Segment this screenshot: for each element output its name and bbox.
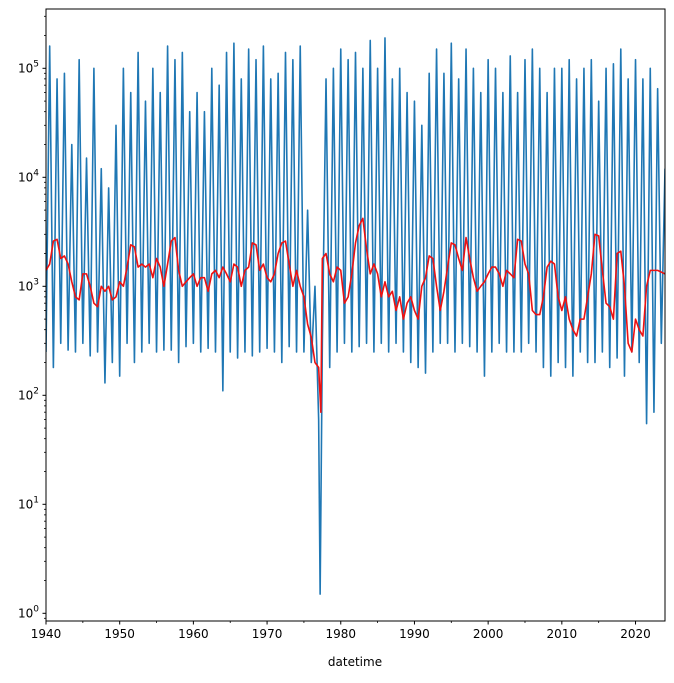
x-tick-label-1980: 1980 [325,627,356,641]
x-tick-label-2000: 2000 [473,627,504,641]
y-tick-label-2: 102 [18,386,39,402]
y-tick-label-1: 101 [18,495,39,511]
series-1-line [46,217,665,413]
x-tick-label-1960: 1960 [178,627,209,641]
y-tick-label-3: 103 [18,277,39,293]
x-tick-label-1940: 1940 [31,627,62,641]
x-tick-label-1990: 1990 [399,627,430,641]
x-axis: 1940 1950 1960 1970 1980 1990 2000 2010 2020 [31,621,651,641]
plot-frame [45,8,666,622]
x-tick-label-2020: 2020 [620,627,651,641]
x-tick-label-2010: 2010 [547,627,578,641]
x-tick-label-1970: 1970 [252,627,283,641]
y-tick-label-4: 104 [18,168,39,184]
series-0-line [46,37,665,595]
x-axis-label: datetime [328,655,382,669]
series-layer [46,37,665,595]
x-tick-label-1950: 1950 [104,627,135,641]
y-tick-label-0: 100 [18,604,39,620]
y-tick-label-5: 105 [18,59,39,75]
y-axis: 100 101 102 103 104 105 [18,15,46,620]
